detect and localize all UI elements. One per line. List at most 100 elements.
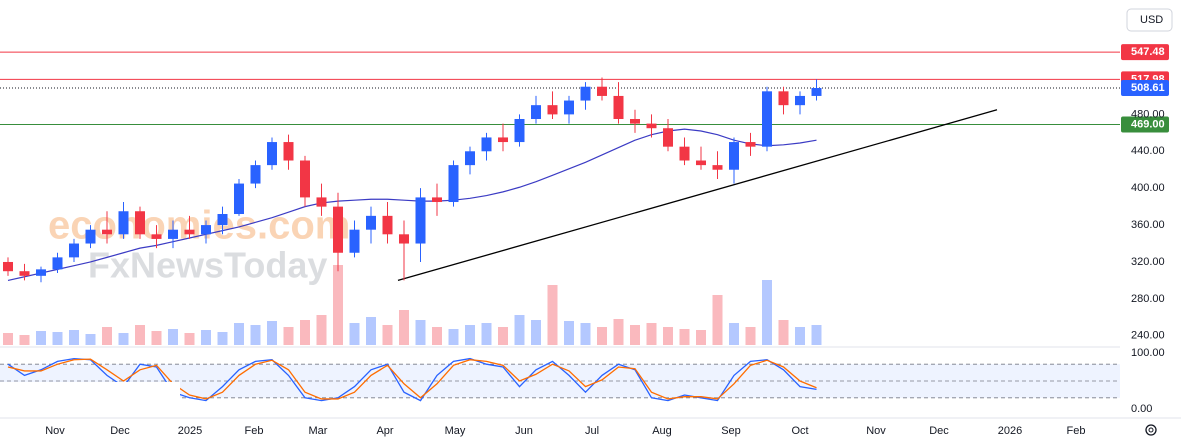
candle-body (151, 234, 162, 239)
volume-bar (267, 321, 277, 345)
candle-body (415, 197, 426, 244)
candle-body (399, 234, 409, 244)
candle-body (778, 91, 789, 106)
settings-icon[interactable] (1145, 424, 1157, 436)
candle-body (679, 146, 690, 161)
candle-body (630, 118, 640, 124)
volume-bar (646, 323, 657, 345)
candle-body (564, 100, 574, 115)
volume-bar (102, 327, 112, 345)
candle-body (795, 95, 805, 106)
candle-body (382, 215, 393, 235)
volume-bar (399, 310, 409, 345)
candle-body (762, 91, 772, 147)
volume-bar (234, 323, 244, 345)
volume-bar (201, 330, 211, 345)
volume-bar (3, 333, 13, 345)
candle-body (184, 229, 195, 235)
y-tick-label: 400.00 (1131, 182, 1165, 194)
volume-bar (531, 320, 541, 345)
volume-bar (481, 323, 492, 345)
volume-bar (795, 327, 805, 345)
candle-body (613, 95, 624, 119)
currency-button[interactable] (1126, 8, 1173, 32)
x-axis-label: Aug (652, 425, 672, 437)
volume-bar (184, 333, 195, 345)
price-level-badge (1121, 44, 1169, 61)
stochastic-line (7, 358, 817, 400)
volume-bar (448, 329, 459, 345)
trendline (397, 109, 998, 282)
x-axis-label: May (445, 425, 466, 437)
volume-bar (300, 320, 310, 345)
candle-body (580, 86, 591, 101)
stochastic-line (7, 357, 817, 402)
x-axis-label: Mar (309, 425, 328, 437)
volume-bar (217, 332, 228, 345)
stochastic-tick-label: 0.00 (1131, 403, 1152, 415)
candle-body (481, 137, 492, 152)
candle-body (102, 229, 112, 235)
volume-bar (762, 280, 772, 345)
volume-bar (630, 325, 640, 345)
x-axis-label: Jul (585, 425, 599, 437)
price-level-badge (1121, 116, 1169, 133)
candle-body (52, 257, 63, 270)
price-level-label: 469.00 (1131, 118, 1165, 130)
price-level-label: 508.61 (1131, 82, 1165, 94)
volume-bar (745, 327, 756, 345)
legend-overlay (0, 382, 180, 410)
volume-bar (415, 320, 426, 345)
price-level-label: 547.48 (1131, 46, 1165, 58)
y-tick-label: 280.00 (1131, 293, 1165, 305)
volume-bar (465, 325, 475, 345)
currency-label[interactable]: USD (1140, 14, 1163, 26)
candle-body (333, 206, 343, 253)
stochastic-tick-label: 100.00 (1131, 347, 1165, 359)
candle-body (201, 225, 211, 235)
x-axis-label: Sep (721, 425, 741, 437)
x-axis-label: Dec (929, 425, 949, 437)
volume-bar (250, 325, 261, 345)
candle-body (3, 261, 13, 272)
y-tick-label: 480.00 (1131, 108, 1165, 120)
volume-bar (514, 315, 525, 345)
candle-body (646, 123, 657, 129)
volume-bar (580, 323, 591, 345)
volume-bar (696, 330, 706, 345)
volume-bar (778, 320, 789, 345)
moving-average (7, 128, 817, 282)
volume-bar (613, 319, 624, 345)
volume-bar (69, 330, 79, 345)
volume-bar (564, 321, 574, 345)
price-level-badge (1121, 79, 1169, 96)
y-tick-label: 240.00 (1131, 330, 1165, 342)
candle-body (168, 229, 178, 239)
x-axis-label: Feb (1067, 425, 1086, 437)
candle-body (316, 197, 327, 207)
volume-bar (151, 331, 162, 345)
volume-bar (36, 331, 46, 345)
volume-bar (19, 335, 30, 345)
x-axis-label: Nov (866, 425, 886, 437)
volume-bar (547, 285, 558, 345)
candle-body (531, 105, 541, 119)
candle-body (712, 165, 723, 170)
candle-body (36, 269, 46, 276)
volume-bar (432, 327, 442, 345)
volume-bar (135, 325, 145, 345)
watermark: economies.com (48, 204, 350, 248)
candle-body (135, 211, 145, 235)
y-tick-label: 320.00 (1131, 256, 1165, 268)
candle-body (498, 137, 508, 143)
volume-bar (498, 327, 508, 345)
volume-bar (52, 332, 63, 345)
volume-bar (729, 323, 739, 345)
x-axis-label: Feb (245, 425, 264, 437)
candle-body (118, 211, 129, 235)
volume-bar (597, 327, 607, 345)
candle-body (19, 271, 30, 276)
volume-bar (679, 329, 690, 345)
candle-body (366, 215, 376, 230)
candle-body (250, 165, 261, 184)
